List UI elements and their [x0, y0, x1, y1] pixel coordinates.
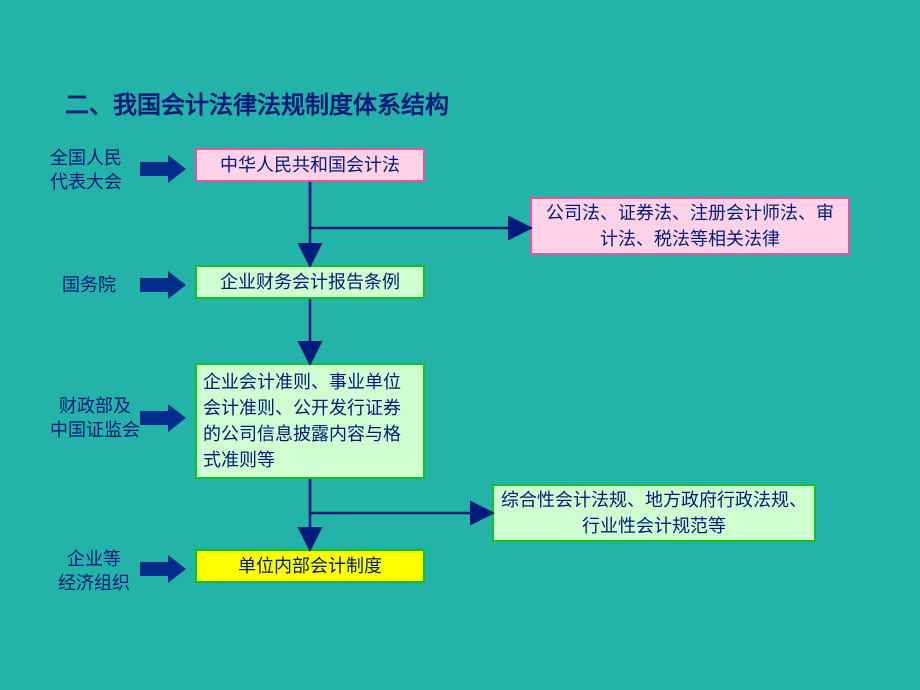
connector-c4 [310, 479, 490, 513]
box-b4: 企业会计准则、事业单位会计准则、公开发行证券的公司信息披露内容与格式准则等 [195, 363, 425, 479]
side-label-l1: 全国人民代表大会 [50, 146, 122, 195]
arrow-a1 [140, 155, 186, 183]
box-b1: 中华人民共和国会计法 [195, 148, 425, 182]
side-label-l2: 国务院 [62, 273, 116, 297]
arrow-a2 [140, 271, 186, 299]
side-label-l4: 企业等经济组织 [58, 547, 130, 596]
box-b6: 单位内部会计制度 [195, 549, 425, 583]
box-b5: 综合性会计法规、地方政府行政法规、行业性会计规范等 [492, 484, 816, 542]
box-b3: 企业财务会计报告条例 [195, 265, 425, 299]
slide-title: 二、我国会计法律法规制度体系结构 [65, 85, 449, 120]
arrow-a4 [140, 555, 186, 583]
connector-c1 [310, 182, 528, 228]
box-b2: 公司法、证券法、注册会计师法、审计法、税法等相关法律 [530, 197, 850, 255]
side-label-l3: 财政部及中国证监会 [50, 394, 140, 443]
arrow-a3 [140, 404, 186, 432]
